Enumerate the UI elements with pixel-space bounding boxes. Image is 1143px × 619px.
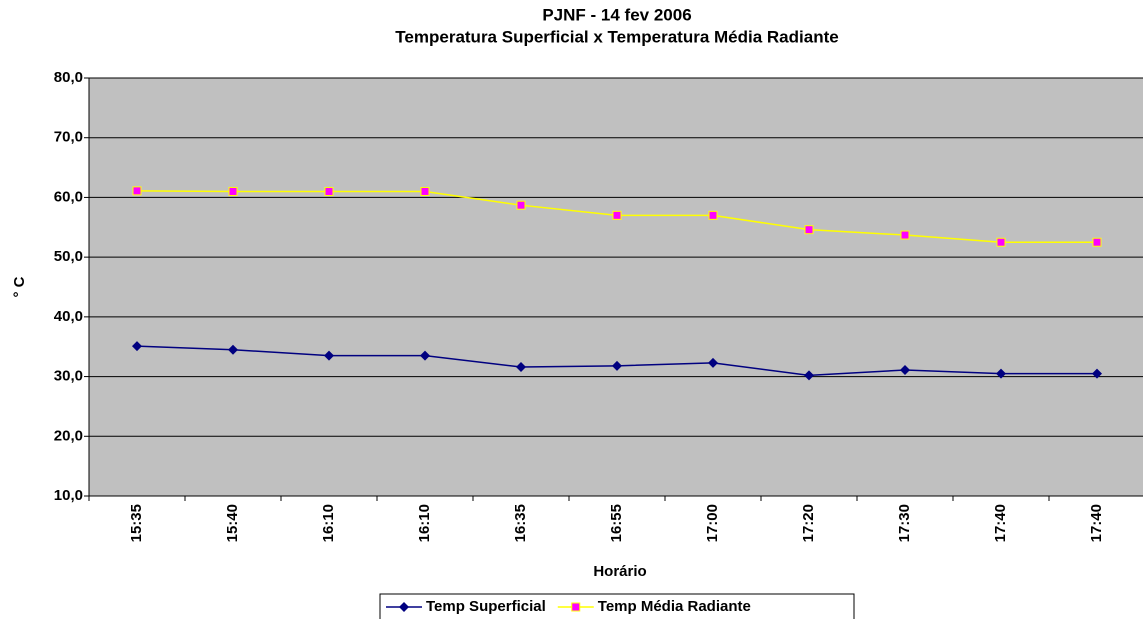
y-tick-label: 40,0 [54, 308, 83, 325]
data-point [996, 368, 1006, 379]
x-tick-label: 16:10 [320, 504, 337, 542]
data-point [1092, 237, 1102, 247]
data-point [420, 350, 430, 361]
x-tick-label: 17:40 [1088, 504, 1105, 542]
data-point [228, 344, 238, 355]
x-tick-label: 15:35 [128, 504, 145, 542]
x-tick-label: 17:20 [800, 504, 817, 542]
x-tick-label: 17:30 [896, 504, 913, 542]
data-point [708, 210, 718, 220]
data-point [516, 200, 526, 210]
x-tick-label: 15:40 [224, 504, 241, 542]
x-tick-label: 17:40 [992, 504, 1009, 542]
data-point [612, 360, 622, 371]
data-point [132, 341, 142, 352]
y-tick-label: 80,0 [54, 69, 83, 86]
x-tick-label: 17:00 [704, 504, 721, 542]
chart-subtitle: Temperatura Superficial x Temperatura Mé… [395, 27, 838, 46]
y-tick-label: 30,0 [54, 368, 83, 385]
legend-marker [571, 602, 581, 612]
x-tick-label: 16:35 [512, 504, 529, 542]
data-point [996, 237, 1006, 247]
legend: Temp Superficial Temp Média Radiante [379, 593, 855, 619]
x-axis-label: Horário [593, 563, 646, 580]
data-point [324, 186, 334, 196]
data-point [132, 186, 142, 196]
data-point [516, 362, 526, 373]
data-point [804, 370, 814, 381]
y-tick-label: 50,0 [54, 248, 83, 265]
data-point [420, 186, 430, 196]
x-tick-label: 16:10 [416, 504, 433, 542]
legend-box [379, 593, 855, 619]
data-point [804, 225, 814, 235]
data-point [900, 365, 910, 376]
legend-label: Temp Média Radiante [598, 598, 751, 615]
data-point [900, 230, 910, 240]
chart-title: PJNF - 14 fev 2006 [542, 5, 691, 24]
plot-area [89, 78, 1143, 496]
data-point [1092, 368, 1102, 379]
data-point [228, 186, 238, 196]
y-axis-label: ° C [11, 276, 28, 297]
legend-label: Temp Superficial [426, 598, 546, 615]
y-tick-label: 60,0 [54, 188, 83, 205]
y-tick-label: 10,0 [54, 487, 83, 504]
data-point [708, 357, 718, 368]
x-tick-label: 16:55 [608, 504, 625, 542]
y-tick-label: 20,0 [54, 427, 83, 444]
y-tick-label: 70,0 [54, 129, 83, 146]
data-point [612, 210, 622, 220]
legend-marker [399, 602, 409, 612]
data-point [324, 350, 334, 361]
